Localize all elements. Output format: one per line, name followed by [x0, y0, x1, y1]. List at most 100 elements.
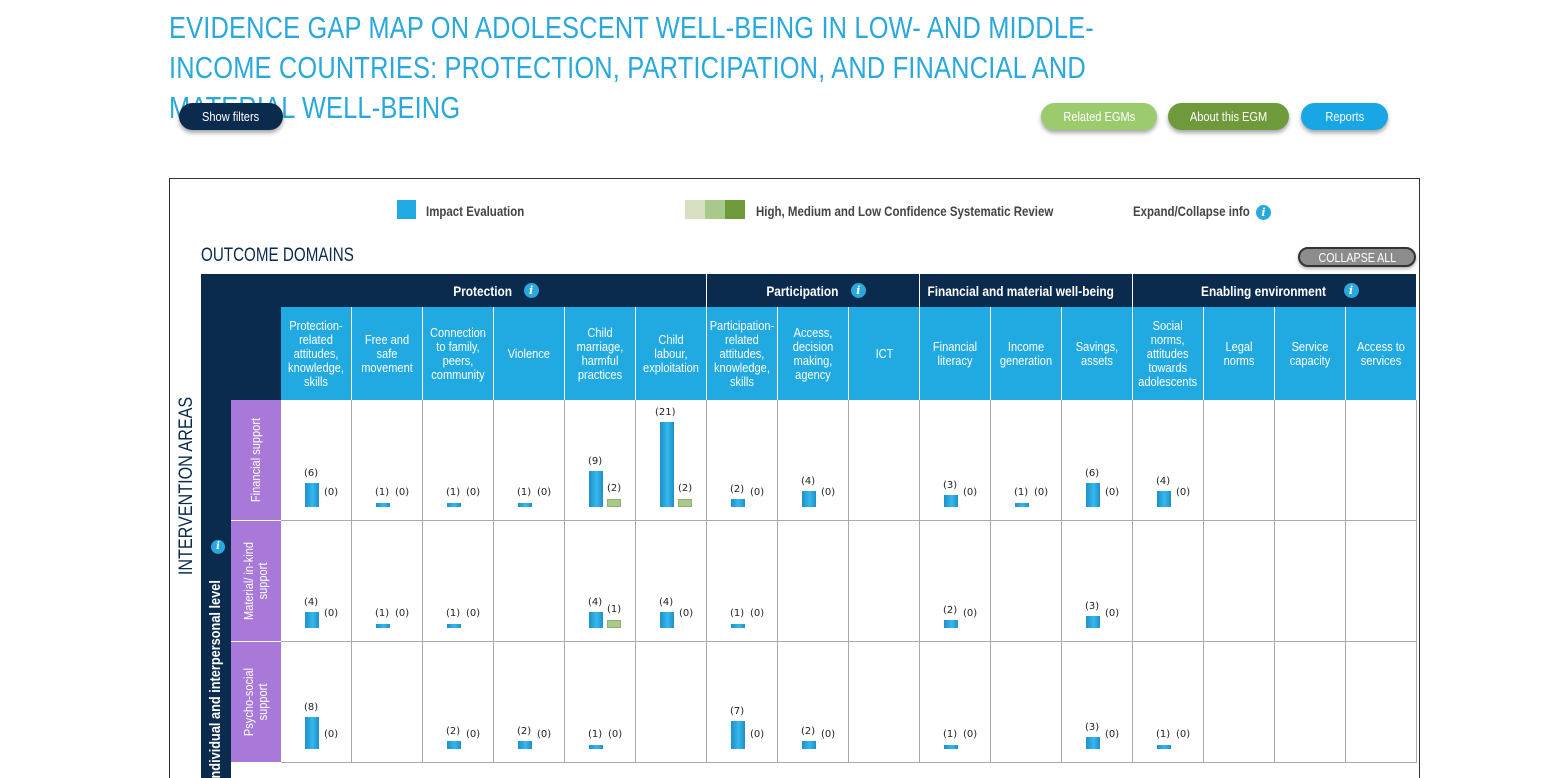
impact-evaluation-bar[interactable] — [731, 624, 745, 628]
column-header-8[interactable]: ICT — [849, 307, 920, 400]
impact-evaluation-bar[interactable] — [944, 745, 958, 749]
impact-evaluation-bar[interactable] — [1086, 737, 1100, 749]
map-cell[interactable]: (1) (0) — [1133, 642, 1204, 763]
impact-evaluation-bar[interactable] — [944, 495, 958, 507]
reports-button[interactable]: Reports — [1301, 103, 1388, 130]
impact-evaluation-bar[interactable] — [518, 741, 532, 749]
impact-evaluation-bar[interactable] — [376, 624, 390, 628]
impact-evaluation-bar[interactable] — [305, 717, 319, 749]
impact-evaluation-count: (2) — [801, 726, 816, 737]
impact-evaluation-bar[interactable] — [447, 624, 461, 628]
group-header-label: Participation — [766, 282, 839, 299]
systematic-review-bar[interactable] — [607, 620, 621, 628]
systematic-review-bar[interactable] — [678, 499, 692, 507]
column-header-5[interactable]: Child labour, exploitation — [636, 307, 707, 400]
map-cell[interactable]: (3) (0) — [1062, 521, 1133, 642]
group-header-0[interactable]: Protection i — [281, 274, 707, 307]
impact-evaluation-bar[interactable] — [1015, 503, 1029, 507]
level-label[interactable]: Individual and interpersonal level i — [201, 400, 231, 778]
column-header-13[interactable]: Legal norms — [1204, 307, 1275, 400]
map-cell[interactable]: (1) (0) — [494, 400, 565, 521]
impact-evaluation-bar[interactable] — [731, 721, 745, 749]
impact-evaluation-bar[interactable] — [1157, 491, 1171, 507]
expand-info-icon[interactable]: i — [1256, 205, 1271, 220]
map-cell[interactable]: (1) (0) — [920, 642, 991, 763]
impact-evaluation-bar[interactable] — [944, 620, 958, 628]
column-header-9[interactable]: Financial literacy — [920, 307, 991, 400]
impact-evaluation-bar[interactable] — [660, 422, 674, 507]
column-header-11[interactable]: Savings, assets — [1062, 307, 1133, 400]
impact-evaluation-bar[interactable] — [305, 483, 319, 507]
row-header-0[interactable]: Financial support — [231, 400, 281, 521]
related-egms-button[interactable]: Related EGMs — [1041, 103, 1157, 130]
expand-collapse-info[interactable]: Expand/Collapse info — [1133, 203, 1250, 219]
impact-evaluation-bar[interactable] — [802, 491, 816, 507]
map-cell[interactable]: (4) (0) — [778, 400, 849, 521]
map-cell[interactable]: (2) (0) — [707, 400, 778, 521]
map-cell[interactable]: (1) (0) — [352, 400, 423, 521]
impact-evaluation-bar[interactable] — [802, 741, 816, 749]
impact-evaluation-bar[interactable] — [376, 503, 390, 507]
impact-evaluation-bar[interactable] — [589, 612, 603, 628]
map-cell[interactable]: (1) (0) — [565, 642, 636, 763]
systematic-review-count: (1) — [607, 604, 622, 615]
map-cell[interactable]: (8) (0) — [281, 642, 352, 763]
info-icon[interactable]: i — [850, 283, 866, 298]
map-cell[interactable]: (4) (0) — [636, 521, 707, 642]
row-header-label: Financial support — [248, 417, 263, 503]
map-cell[interactable]: (7) (0) — [707, 642, 778, 763]
map-cell[interactable]: (6) (0) — [281, 400, 352, 521]
group-header-3[interactable]: Enabling environment i — [1133, 274, 1417, 307]
column-header-15[interactable]: Access to services — [1346, 307, 1417, 400]
impact-evaluation-bar[interactable] — [589, 471, 603, 507]
level-info-icon[interactable]: i — [211, 540, 225, 555]
map-cell[interactable]: (2) (0) — [423, 642, 494, 763]
impact-evaluation-bar[interactable] — [731, 499, 745, 507]
impact-evaluation-bar[interactable] — [447, 503, 461, 507]
map-cell[interactable]: (9) (2) — [565, 400, 636, 521]
group-header-2[interactable]: Financial and material well-beingi — [920, 274, 1141, 307]
info-icon[interactable]: i — [523, 283, 539, 298]
impact-evaluation-bar[interactable] — [518, 503, 532, 507]
column-header-14[interactable]: Service capacity — [1275, 307, 1346, 400]
map-cell[interactable]: (3) (0) — [1062, 642, 1133, 763]
row-header-1[interactable]: Material/ in-kind support — [231, 521, 281, 642]
map-cell[interactable]: (1) (0) — [352, 521, 423, 642]
impact-evaluation-bar[interactable] — [1086, 616, 1100, 628]
column-header-7[interactable]: Access, decision making, agency — [778, 307, 849, 400]
column-header-0[interactable]: Protection-related attitudes, knowledge,… — [281, 307, 352, 400]
map-cell[interactable]: (1) (0) — [423, 521, 494, 642]
map-cell[interactable]: (1) (0) — [707, 521, 778, 642]
impact-evaluation-bar[interactable] — [447, 741, 461, 749]
impact-evaluation-bar[interactable] — [660, 612, 674, 628]
map-cell[interactable]: (1) (0) — [423, 400, 494, 521]
map-cell[interactable]: (1) (0) — [991, 400, 1062, 521]
info-icon[interactable]: i — [1343, 283, 1359, 298]
column-header-10[interactable]: Income generation — [991, 307, 1062, 400]
impact-evaluation-bar[interactable] — [305, 612, 319, 628]
map-cell[interactable]: (4) (0) — [281, 521, 352, 642]
column-header-12[interactable]: Social norms, attitudes towards adolesce… — [1133, 307, 1204, 400]
systematic-review-bar[interactable] — [607, 499, 621, 507]
about-egm-button[interactable]: About this EGM — [1168, 103, 1289, 130]
map-cell[interactable]: (21) (2) — [636, 400, 707, 521]
map-cell[interactable]: (6) (0) — [1062, 400, 1133, 521]
column-header-3[interactable]: Violence — [494, 307, 565, 400]
map-cell[interactable]: (2) (0) — [920, 521, 991, 642]
impact-evaluation-bar[interactable] — [1086, 483, 1100, 507]
show-filters-button[interactable]: Show filters — [179, 103, 283, 130]
row-header-2[interactable]: Psycho-social support — [231, 642, 281, 763]
map-cell[interactable]: (2) (0) — [494, 642, 565, 763]
column-header-6[interactable]: Participation-related attitudes, knowled… — [707, 307, 778, 400]
impact-evaluation-bar[interactable] — [1157, 745, 1171, 749]
map-cell[interactable]: (2) (0) — [778, 642, 849, 763]
map-cell[interactable]: (3) (0) — [920, 400, 991, 521]
map-cell[interactable]: (4) (0) — [1133, 400, 1204, 521]
column-header-1[interactable]: Free and safe movement — [352, 307, 423, 400]
map-cell[interactable]: (4) (1) — [565, 521, 636, 642]
column-header-2[interactable]: Connection to family, peers, community — [423, 307, 494, 400]
column-header-4[interactable]: Child marriage, harmful practices — [565, 307, 636, 400]
group-header-1[interactable]: Participation i — [707, 274, 920, 307]
collapse-all-button[interactable]: COLLAPSE ALL — [1298, 247, 1416, 267]
impact-evaluation-bar[interactable] — [589, 745, 603, 749]
